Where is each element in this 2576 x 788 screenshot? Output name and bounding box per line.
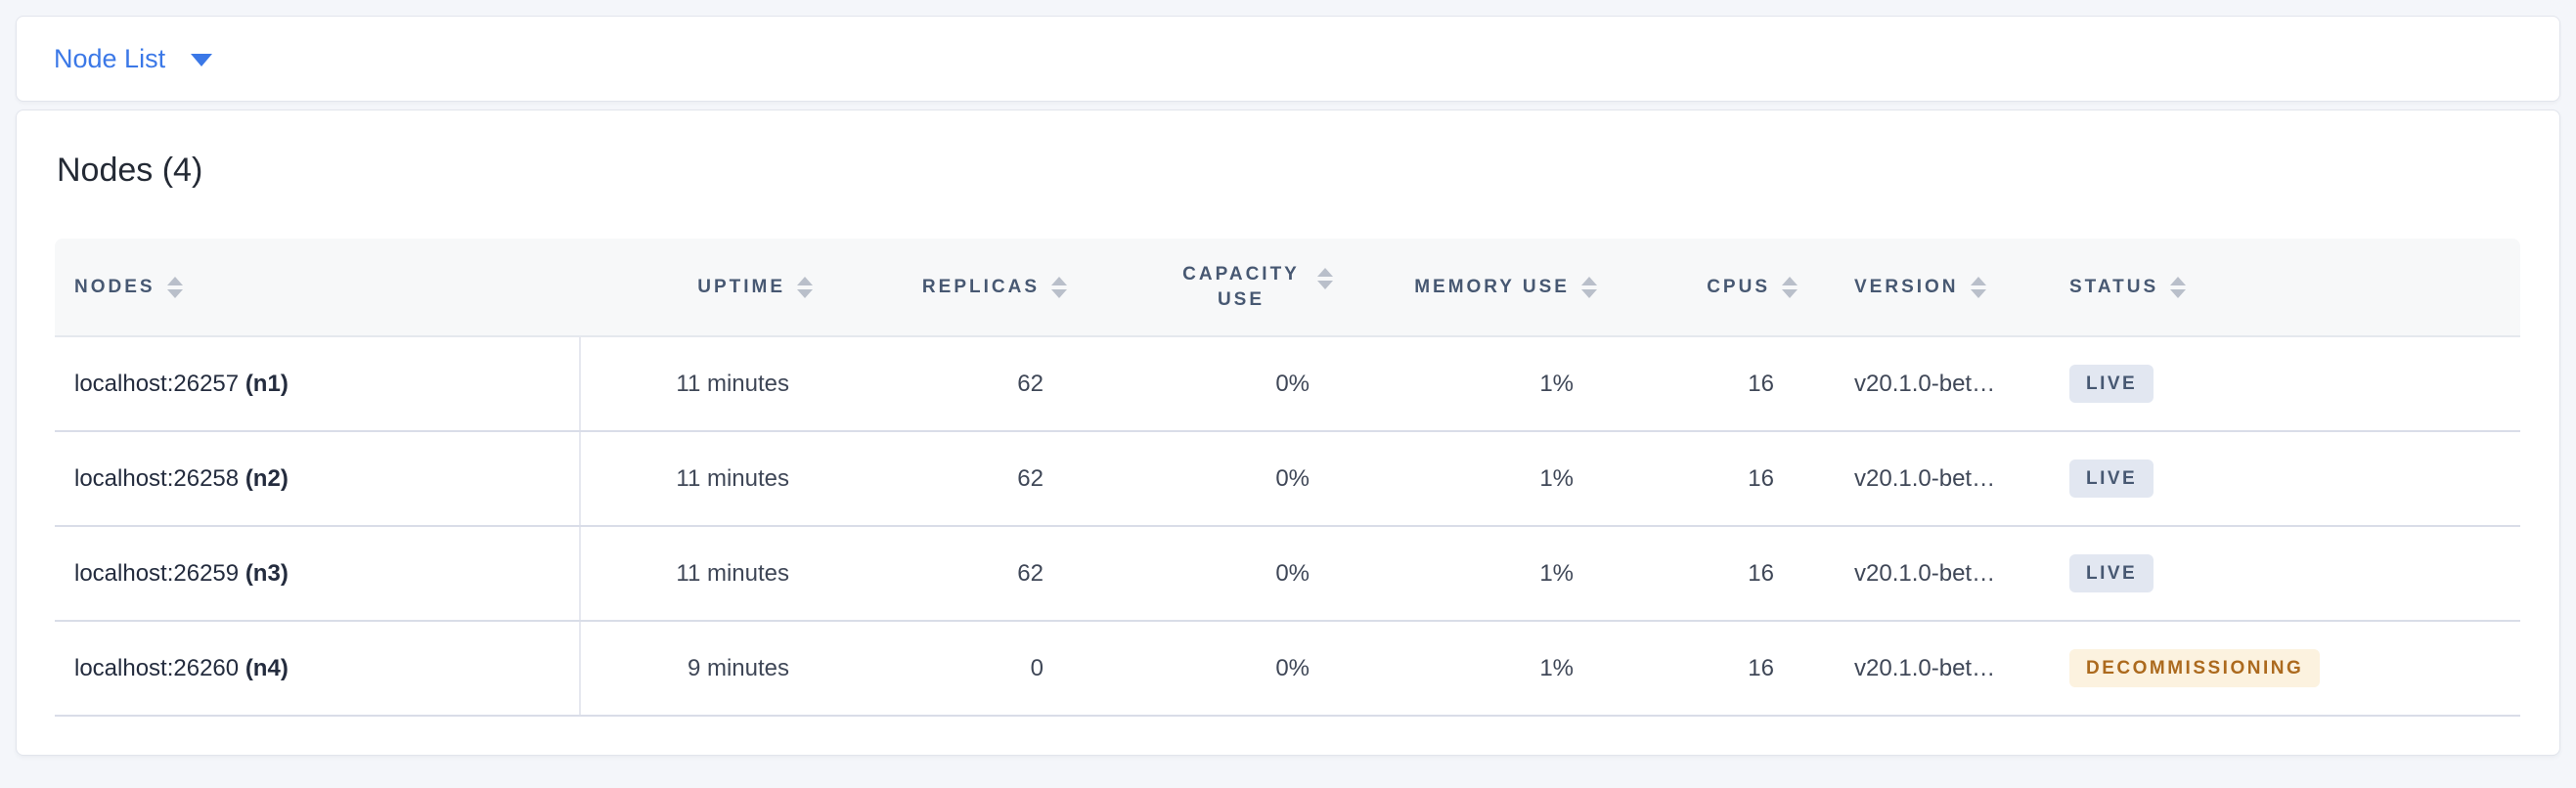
status-cell: DECOMMISSIONING (2050, 621, 2520, 717)
replicas-cell: 62 (821, 336, 1075, 432)
memory-use-cell: 1% (1341, 526, 1605, 622)
sort-icon (1970, 276, 1986, 298)
cpus-cell: 16 (1605, 431, 1805, 527)
sort-icon (166, 276, 183, 298)
table-row: localhost:26258 (n2) 11 minutes 62 0% 1%… (55, 431, 2520, 527)
chevron-down-icon (191, 54, 213, 66)
status-badge: DECOMMISSIONING (2069, 649, 2321, 687)
capacity-use-cell: 0% (1075, 431, 1341, 527)
status-cell: LIVE (2050, 431, 2520, 527)
node-address: localhost:26257 (74, 370, 240, 397)
version-cell: v20.1.0-bet… (1805, 431, 2050, 527)
replicas-cell: 62 (821, 526, 1075, 622)
uptime-cell: 11 minutes (580, 336, 821, 432)
column-header-capacity-use-label: CAPACITY USE (1182, 263, 1300, 310)
memory-use-cell: 1% (1341, 431, 1605, 527)
column-header-nodes[interactable]: NODES (55, 239, 580, 337)
replicas-cell: 62 (821, 431, 1075, 527)
uptime-cell: 11 minutes (580, 526, 821, 622)
column-header-nodes-label: NODES (74, 276, 155, 297)
node-list-dropdown[interactable]: Node List (54, 43, 213, 74)
status-badge: LIVE (2069, 365, 2154, 403)
replicas-cell: 0 (821, 621, 1075, 717)
view-selector-bar: Node List (16, 16, 2560, 102)
capacity-use-cell: 0% (1075, 526, 1341, 622)
nodes-card: Nodes (4) NODES UPTIME (16, 109, 2560, 756)
sort-icon (1317, 267, 1333, 289)
column-header-capacity-use[interactable]: CAPACITY USE (1075, 239, 1341, 337)
node-id: (n1) (244, 370, 289, 397)
sort-icon (2170, 276, 2187, 298)
column-header-status-label: STATUS (2069, 276, 2159, 297)
column-header-cpus-label: CPUS (1707, 276, 1770, 297)
cpus-cell: 16 (1605, 621, 1805, 717)
page-title: Nodes (4) (57, 152, 203, 189)
uptime-cell: 9 minutes (580, 621, 821, 717)
sort-icon (1051, 276, 1067, 298)
column-header-uptime-label: UPTIME (697, 276, 785, 297)
sort-icon (1581, 276, 1597, 298)
version-cell: v20.1.0-bet… (1805, 621, 2050, 717)
node-address: localhost:26258 (74, 464, 240, 492)
cpus-cell: 16 (1605, 336, 1805, 432)
node-name-cell: localhost:26260 (n4) (55, 621, 581, 717)
column-header-cpus[interactable]: CPUS (1605, 239, 1805, 337)
status-badge: LIVE (2069, 554, 2154, 592)
node-list-table: NODES UPTIME REPLICAS (55, 239, 2520, 717)
node-address: localhost:26260 (74, 654, 240, 681)
memory-use-cell: 1% (1341, 336, 1605, 432)
status-cell: LIVE (2050, 526, 2520, 622)
column-header-status[interactable]: STATUS (2050, 239, 2520, 337)
node-address: localhost:26259 (74, 559, 240, 587)
sort-icon (1782, 276, 1798, 298)
column-header-memory-use[interactable]: MEMORY USE (1341, 239, 1605, 337)
uptime-cell: 11 minutes (580, 431, 821, 527)
column-header-replicas[interactable]: REPLICAS (821, 239, 1075, 337)
node-name-cell: localhost:26258 (n2) (55, 431, 581, 527)
node-name-cell: localhost:26259 (n3) (55, 526, 581, 622)
node-list-dropdown-label: Node List (54, 43, 166, 73)
column-header-version[interactable]: VERSION (1805, 239, 2050, 337)
column-header-version-label: VERSION (1854, 276, 1959, 297)
table-header-row: NODES UPTIME REPLICAS (55, 239, 2520, 337)
node-id: (n4) (244, 654, 289, 681)
capacity-use-cell: 0% (1075, 336, 1341, 432)
column-header-uptime[interactable]: UPTIME (580, 239, 821, 337)
node-id: (n2) (244, 464, 289, 492)
node-name-cell: localhost:26257 (n1) (55, 336, 581, 432)
column-header-replicas-label: REPLICAS (921, 276, 1040, 297)
node-id: (n3) (244, 559, 289, 587)
capacity-use-cell: 0% (1075, 621, 1341, 717)
cpus-cell: 16 (1605, 526, 1805, 622)
version-cell: v20.1.0-bet… (1805, 526, 2050, 622)
table-row: localhost:26257 (n1) 11 minutes 62 0% 1%… (55, 336, 2520, 432)
column-header-memory-use-label: MEMORY USE (1414, 276, 1570, 297)
status-badge: LIVE (2069, 460, 2154, 498)
version-cell: v20.1.0-bet… (1805, 336, 2050, 432)
sort-icon (797, 276, 813, 298)
memory-use-cell: 1% (1341, 621, 1605, 717)
table-row: localhost:26260 (n4) 9 minutes 0 0% 1% 1… (55, 621, 2520, 717)
table-row: localhost:26259 (n3) 11 minutes 62 0% 1%… (55, 526, 2520, 622)
status-cell: LIVE (2050, 336, 2520, 432)
